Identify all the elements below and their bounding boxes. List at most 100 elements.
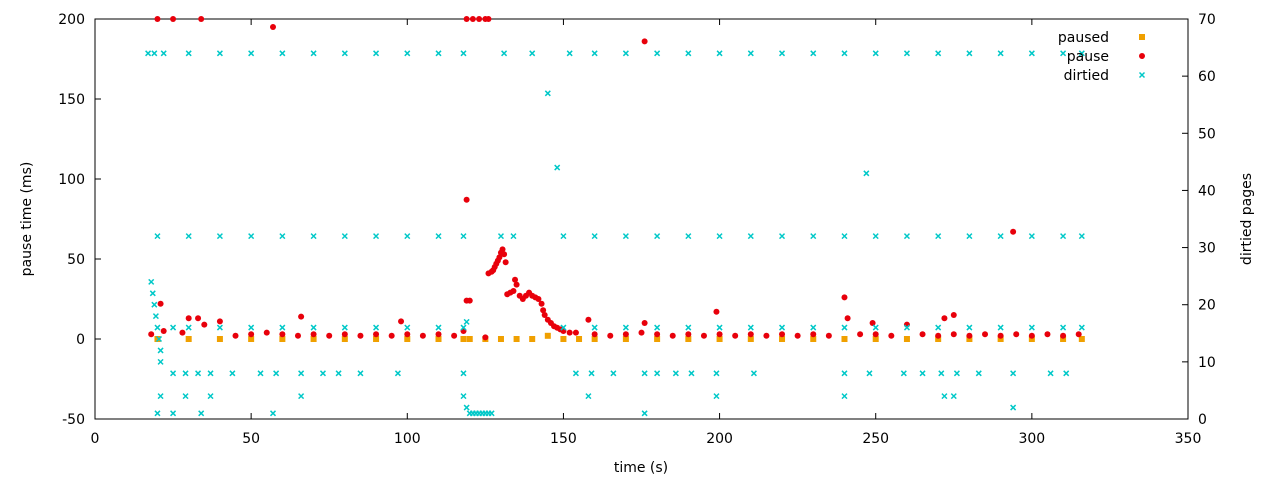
dirtied-point — [672, 370, 679, 377]
dirtied-point — [155, 335, 163, 343]
dirtied-point — [685, 233, 692, 240]
dirtied-point — [154, 324, 161, 331]
dirtied-point — [750, 370, 757, 377]
dirtied-point — [501, 50, 508, 57]
paused-point — [513, 336, 520, 342]
dirtied-point — [1078, 50, 1085, 57]
pause-point — [298, 313, 305, 320]
dirtied-point — [435, 324, 442, 331]
y2-tick-label: 60 — [1198, 69, 1216, 85]
dirtied-point — [1028, 233, 1035, 240]
pause-point — [810, 331, 817, 338]
paused-point — [216, 336, 223, 342]
dirtied-point — [1028, 50, 1035, 57]
pause-point — [482, 334, 489, 341]
pause-point — [941, 315, 948, 322]
dirtied-point — [713, 370, 720, 377]
dirtied-point — [622, 233, 629, 240]
x-tick-label: 100 — [394, 431, 421, 447]
pause-point — [1013, 331, 1020, 338]
dirtied-point — [310, 50, 317, 57]
dirtied-point — [622, 324, 629, 331]
dirtied-point — [185, 233, 192, 240]
dirtied-point — [903, 50, 910, 57]
dirtied-point — [872, 324, 879, 331]
dirtied-point — [248, 233, 255, 240]
dirtied-point — [997, 50, 1004, 57]
pause-point — [388, 332, 395, 339]
dirtied-point — [157, 393, 164, 400]
dirtied-point — [935, 50, 942, 57]
dirtied-point — [279, 233, 286, 240]
pause-point — [232, 332, 239, 339]
dirtied-point — [919, 370, 926, 377]
y2-tick-label: 50 — [1198, 126, 1216, 142]
paused-point — [1028, 336, 1035, 342]
dirtied-point — [935, 324, 942, 331]
dirtied-point — [747, 50, 754, 57]
dirtied-point — [257, 370, 264, 377]
x-tick-label: 300 — [1018, 431, 1045, 447]
dirtied-point — [622, 50, 629, 57]
y2-tick-label: 20 — [1198, 298, 1216, 314]
y-tick-label: -50 — [62, 412, 85, 428]
pause-point — [566, 329, 573, 336]
dirtied-point — [198, 410, 205, 417]
pause-point — [535, 296, 542, 302]
pause-point — [419, 332, 426, 339]
dirtied-point — [941, 393, 948, 400]
dirtied-point — [778, 233, 786, 240]
legend-swatch-pause — [1139, 53, 1145, 59]
paused-point — [935, 336, 942, 342]
pause-point — [463, 196, 470, 203]
y-tick-label: 200 — [58, 12, 85, 28]
x-tick-label: 350 — [1175, 431, 1202, 447]
dirtied-point — [435, 233, 442, 240]
paused-point — [544, 332, 551, 339]
x-axis-label: time (s) — [614, 460, 668, 476]
dirtied-point — [279, 324, 286, 331]
pause-point — [1060, 332, 1067, 339]
pause-point — [641, 38, 648, 45]
pause-point — [466, 297, 473, 304]
dirtied-point — [157, 358, 164, 365]
dirtied-point — [207, 393, 214, 400]
pause-point — [513, 281, 520, 288]
pause-point — [538, 300, 545, 307]
pause-point — [179, 329, 186, 336]
dirtied-point — [341, 324, 348, 331]
paused-point — [622, 336, 629, 342]
pause-point — [685, 331, 692, 338]
pause-point — [216, 318, 223, 325]
legend-label-paused: paused — [1058, 30, 1109, 46]
paused-point — [903, 336, 910, 342]
dirtied-point — [997, 233, 1004, 240]
pause-point — [435, 331, 442, 338]
pause-point — [950, 312, 957, 318]
y-tick-label: 100 — [58, 172, 85, 188]
dirtied-point — [841, 324, 848, 331]
dirtied-point — [866, 370, 873, 377]
pause-point — [398, 318, 405, 325]
dirtied-point — [950, 393, 957, 400]
dirtied-point — [778, 50, 786, 57]
pause-point — [982, 331, 989, 338]
y-tick-label: 50 — [67, 252, 85, 268]
pause-point — [469, 16, 476, 22]
paused-point — [310, 336, 317, 342]
pause-point — [148, 331, 155, 338]
pause-point — [669, 332, 676, 339]
dirtied-point — [151, 50, 158, 57]
pause-point — [638, 329, 645, 336]
dirtied-point — [810, 324, 817, 331]
paused-point — [747, 336, 754, 342]
x-tick-label: 200 — [706, 431, 733, 447]
pause-point — [732, 332, 739, 339]
dirtied-point — [394, 370, 401, 377]
pause-point — [869, 320, 876, 326]
pause-point — [1010, 228, 1017, 235]
y2-axis-label: dirtied pages — [1239, 173, 1255, 265]
pause-point — [341, 331, 348, 338]
paused-point — [966, 336, 973, 342]
paused-point — [560, 336, 567, 342]
